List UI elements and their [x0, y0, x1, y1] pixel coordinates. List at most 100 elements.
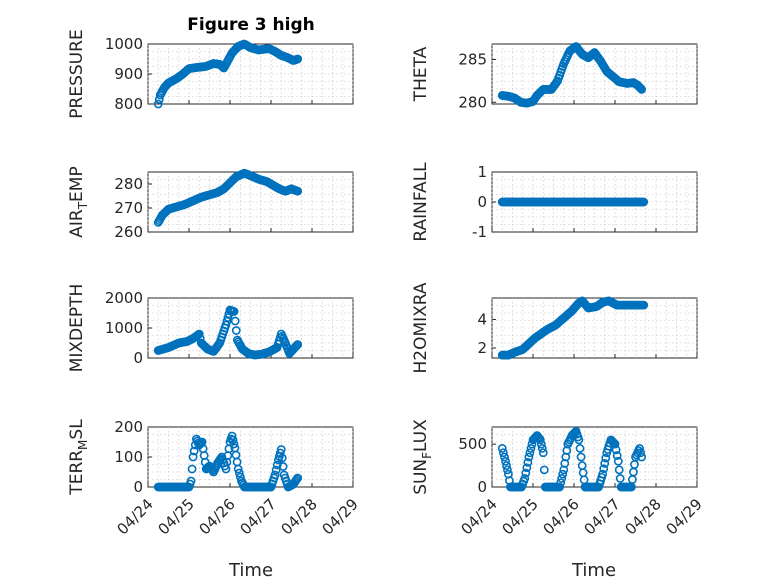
- data-point-theta: [635, 82, 644, 92]
- data-point-sun_flux: [522, 463, 532, 473]
- y-axis-label-rainfall: RAINFALL: [411, 162, 431, 242]
- y-tick-label-mixdepth: 1000: [105, 319, 143, 337]
- subplot-pressure: 800 900 1000 PRESSURE: [67, 29, 354, 119]
- data-point-terr_msl: [272, 460, 282, 470]
- data-point-sun_flux: [536, 439, 546, 449]
- series-air_temp: [153, 168, 303, 227]
- data-point-pressure: [293, 54, 303, 64]
- data-point-terr_msl: [278, 462, 288, 471]
- y-tick-label-mixdepth: 2000: [105, 289, 143, 307]
- y-axis-label-sun_flux: SUNFLUX: [411, 419, 434, 495]
- series-rainfall: [497, 197, 649, 207]
- data-point-sun_flux: [558, 469, 568, 479]
- data-point-terr_msl: [187, 464, 197, 474]
- data-point-theta: [637, 85, 647, 94]
- data-point-terr_msl: [234, 468, 244, 478]
- data-point-mixdepth: [230, 316, 240, 326]
- data-point-sun_flux: [502, 461, 511, 470]
- data-point-mixdepth: [292, 341, 302, 351]
- figure-title: Figure 3 high: [187, 15, 315, 35]
- data-point-terr_msl: [271, 465, 281, 475]
- data-point-sun_flux: [537, 444, 547, 453]
- series-mixdepth: [153, 305, 303, 360]
- data-point-sun_flux: [498, 448, 508, 458]
- y-tick-label-pressure: 800: [114, 95, 143, 113]
- y-tick-label-terr_msl: 200: [114, 418, 143, 436]
- y-tick-label-rainfall: -1: [472, 223, 487, 241]
- data-point-sun_flux: [538, 448, 548, 458]
- data-point-pressure: [153, 99, 163, 109]
- subplot-air_temp: 260 270 280 AIRTEMP: [67, 166, 354, 241]
- y-axis-label-air_temp: AIRTEMP: [67, 166, 90, 237]
- data-point-sun_flux: [535, 435, 545, 445]
- data-point-mixdepth: [293, 340, 303, 349]
- data-point-sun_flux: [610, 439, 620, 449]
- data-point-mixdepth: [221, 320, 231, 330]
- y-axis-label-theta: THETA: [411, 46, 431, 102]
- y-tick-label-pressure: 1000: [105, 35, 143, 53]
- data-point-sun_flux: [635, 444, 644, 453]
- y-tick-label-theta: 285: [458, 50, 487, 68]
- data-point-sun_flux: [525, 448, 535, 458]
- data-point-mixdepth: [229, 307, 239, 316]
- data-point-sun_flux: [614, 465, 624, 475]
- y-tick-label-sun_flux: 0: [477, 478, 487, 496]
- data-point-sun_flux: [615, 474, 625, 483]
- data-point-mixdepth: [291, 342, 300, 352]
- data-point-sun_flux: [500, 452, 509, 462]
- axes-box-mixdepth: [147, 297, 354, 359]
- data-point-terr_msl: [233, 464, 243, 474]
- data-point-sun_flux: [497, 444, 507, 453]
- x-axis-label-left: Time: [228, 560, 273, 581]
- data-point-terr_msl: [293, 473, 303, 483]
- data-point-terr_msl: [229, 439, 239, 449]
- data-point-terr_msl: [227, 431, 237, 441]
- subplot-theta: 280 285 THETA: [411, 42, 698, 111]
- series-terr_msl: [153, 431, 303, 492]
- series-theta: [497, 42, 647, 108]
- y-tick-label-rainfall: 1: [477, 163, 487, 181]
- data-point-sun_flux: [613, 456, 623, 466]
- y-tick-label-air_temp: 280: [114, 175, 143, 193]
- y-tick-label-theta: 280: [458, 93, 487, 111]
- data-point-sun_flux: [523, 457, 533, 467]
- y-axis-label-mixdepth: MIXDEPTH: [67, 284, 87, 373]
- y-axis-label-terr_msl: TERRMSL: [67, 419, 90, 496]
- data-point-sun_flux: [557, 474, 567, 483]
- data-point-sun_flux: [574, 435, 584, 445]
- y-tick-label-h2omixra: 4: [477, 310, 487, 328]
- data-point-sun_flux: [503, 465, 512, 475]
- data-point-mixdepth: [223, 313, 233, 322]
- data-point-air_temp: [293, 186, 303, 196]
- data-point-terr_msl: [270, 470, 280, 480]
- data-point-terr_msl: [196, 438, 206, 448]
- data-point-sun_flux: [521, 468, 531, 478]
- data-point-terr_msl: [276, 445, 286, 454]
- data-point-terr_msl: [228, 435, 238, 445]
- y-tick-label-terr_msl: 100: [114, 448, 143, 466]
- data-point-terr_msl: [188, 452, 198, 462]
- data-point-mixdepth: [231, 326, 241, 335]
- data-point-sun_flux: [576, 452, 586, 462]
- y-tick-label-sun_flux: 500: [458, 435, 487, 453]
- y-axis-label-h2omixra: H2OMIXRA: [411, 282, 431, 373]
- data-point-mixdepth: [222, 316, 232, 326]
- data-point-sun_flux: [601, 453, 611, 463]
- data-point-rainfall: [639, 197, 649, 207]
- data-point-sun_flux: [611, 445, 621, 455]
- y-tick-label-pressure: 900: [114, 65, 143, 83]
- data-point-sun_flux: [598, 469, 608, 479]
- data-point-sun_flux: [520, 474, 530, 483]
- data-point-sun_flux: [526, 444, 536, 453]
- data-point-sun_flux: [534, 434, 544, 443]
- series-sun_flux: [497, 426, 647, 492]
- data-point-sun_flux: [637, 452, 647, 462]
- y-tick-label-air_temp: 260: [114, 223, 143, 241]
- data-point-sun_flux: [524, 452, 534, 462]
- data-point-mixdepth: [194, 329, 204, 339]
- data-point-terr_msl: [277, 453, 287, 463]
- data-point-sun_flux: [636, 448, 646, 458]
- data-point-terr_msl: [189, 446, 199, 456]
